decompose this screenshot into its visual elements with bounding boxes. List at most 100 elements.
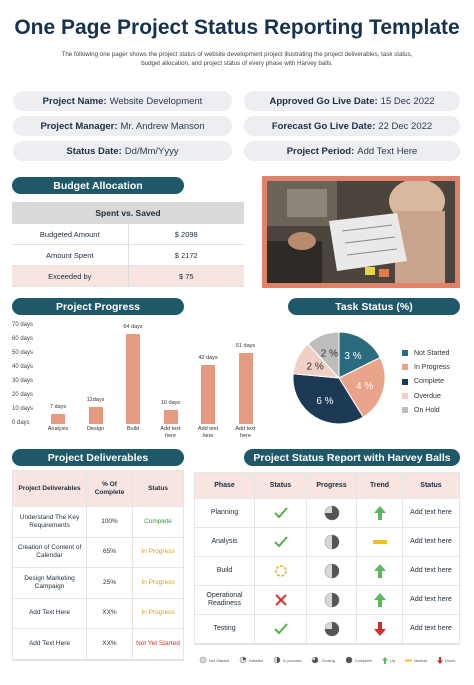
harvey-legend-label: Up	[389, 657, 395, 663]
task-status-pie: 3 % 4 % 6 % 2 % 2 %	[292, 331, 386, 425]
chart-bar	[201, 365, 215, 424]
x-tick-label: Add text here	[197, 426, 219, 439]
project-manager-value: Mr. Andrew Manson	[120, 120, 205, 132]
legend-item: On Hold	[402, 403, 450, 417]
harvey-legend-item: Initiated	[239, 656, 263, 664]
budget-row-label: Amount Spent	[12, 245, 129, 265]
bar-data-label: 51 days	[235, 342, 256, 349]
legend-label: Not Started	[414, 349, 450, 357]
deliverable-status: In Progress	[141, 548, 175, 556]
deliverable-percent: XX%	[87, 629, 133, 659]
y-tick-label: 50 days	[12, 350, 34, 356]
legend-item: Overdue	[402, 389, 450, 403]
deliverable-status: In Progress	[141, 609, 175, 617]
budget-row-label: Exceeded by	[12, 266, 129, 286]
phase-name: Analysis	[195, 528, 255, 556]
legend-swatch	[402, 350, 408, 357]
table-row: Understand The Key Requirements 100% Compl…	[13, 507, 183, 538]
up-arrow-icon	[357, 499, 403, 527]
y-tick-label: 40 days	[12, 364, 34, 370]
harvey-legend-item: In process	[273, 656, 302, 664]
harvey-legend-item: Down	[436, 656, 455, 664]
budget-row-value: $ 75	[178, 271, 194, 281]
harvey-legend-label: Down	[444, 657, 455, 663]
harvey-legend: Not Started Initiated In process Closing Com…	[194, 652, 460, 668]
deliverables-heading: Project Deliverables	[12, 449, 184, 466]
phase-name: Testing	[195, 615, 255, 643]
column-header: Progress	[307, 473, 357, 498]
budget-row: Exceeded by $ 75	[12, 266, 244, 287]
pie-slice	[292, 373, 364, 425]
up-arrow-icon	[357, 557, 403, 585]
harvey-ball-icon	[307, 499, 357, 527]
x-tick-label: Add text here	[235, 426, 256, 439]
check-icon	[255, 615, 307, 643]
deliverable-name: Add Text Here	[13, 629, 87, 659]
harvey-legend-item: Complete	[345, 656, 372, 664]
y-tick-label: 30 days	[12, 378, 34, 384]
forecast-date-pill: Forecast Go Live Date: 22 Dec 2022	[244, 116, 460, 136]
legend-swatch	[402, 393, 408, 400]
harvey-legend-item: Closing	[311, 656, 335, 664]
pie-slice	[338, 356, 386, 418]
deliverable-name: Understand The Key Requirements	[13, 507, 87, 537]
harvey-legend-item: Up	[381, 656, 395, 664]
phase-status-text: Add text here	[410, 509, 452, 516]
harvey-legend-label: Not Started	[208, 657, 230, 663]
harvey-legend-label: Complete	[354, 657, 372, 663]
y-tick-label: 20 days	[12, 392, 34, 398]
budget-row-value: $ 2172	[174, 250, 198, 260]
chart-bar	[51, 414, 65, 424]
chart-bar	[126, 334, 140, 424]
task-status-heading: Task Status (%)	[288, 298, 460, 315]
pie-data-label: 4 %	[356, 381, 373, 392]
forecast-date-value: 22 Dec 2022	[378, 120, 433, 132]
project-name-pill: Project Name: Website Development	[13, 91, 232, 111]
harvey-ball-icon	[307, 615, 357, 643]
in-progress-icon	[255, 557, 307, 585]
project-name-label: Project Name:	[42, 95, 107, 107]
bar-data-label: 10 days	[160, 400, 181, 406]
team-photo	[262, 176, 460, 288]
x-tick-label: Add text here	[160, 426, 181, 439]
deliverable-percent: XX%	[87, 598, 133, 628]
progress-chart: 70 days 60 days 50 days 40 days 30 days …	[12, 320, 256, 440]
deliverable-name: Design Marketing Campaign	[13, 568, 87, 598]
x-tick-label: Build	[126, 426, 140, 432]
column-header: Status	[255, 473, 307, 498]
approved-date-value: 15 Dec 2022	[380, 95, 435, 107]
pie-slice	[307, 331, 340, 380]
check-icon	[255, 499, 307, 527]
table-row: Add Text Here XX% Not Yet Started	[13, 629, 183, 660]
project-period-value: Add Text Here	[357, 145, 418, 157]
harvey-legend-label: In process	[283, 657, 302, 663]
table-row: Analysis Add text here	[195, 528, 459, 557]
status-date-value: Dd/Mm/Yyyy	[124, 145, 179, 157]
bar-data-label: 12days	[86, 397, 105, 404]
column-header: % Of Complete	[87, 471, 133, 506]
budget-row: Amount Spent $ 2172	[12, 245, 244, 266]
phase-status-text: Add text here	[410, 625, 452, 632]
harvey-legend-item: Not Started	[199, 656, 229, 664]
pie-data-label: 2 %	[321, 349, 338, 360]
cross-icon	[255, 586, 307, 614]
table-row: Testing Add text here	[195, 615, 459, 644]
legend-label: In Progress	[414, 363, 450, 371]
approved-date-label: Approved Go Live Date:	[269, 95, 378, 107]
phase-name: Build	[195, 557, 255, 585]
deliverable-status: Not Yet Started	[136, 639, 180, 647]
project-period-label: Project Period:	[286, 145, 355, 157]
table-header: Phase Status Progress Trend Status	[195, 473, 459, 499]
harvey-ball-icon	[307, 586, 357, 614]
phase-status-text: Add text here	[410, 596, 452, 603]
deliverables-table: Project Deliverables % Of Complete Statu…	[12, 470, 184, 661]
table-row: Add Text Here XX% In Progress	[13, 598, 183, 629]
deliverable-percent: 25%	[87, 568, 133, 598]
y-tick-label: 0 days	[12, 420, 30, 426]
pie-data-label: 2 %	[306, 362, 323, 373]
table-row: Creation of Content of Calendar 65% In Pro…	[13, 537, 183, 568]
deliverable-status: In Progress	[141, 578, 175, 586]
table-row: Build Add text here	[195, 557, 459, 586]
y-tick-label: 70 days	[12, 322, 34, 328]
status-date-label: Status Date:	[66, 145, 122, 157]
